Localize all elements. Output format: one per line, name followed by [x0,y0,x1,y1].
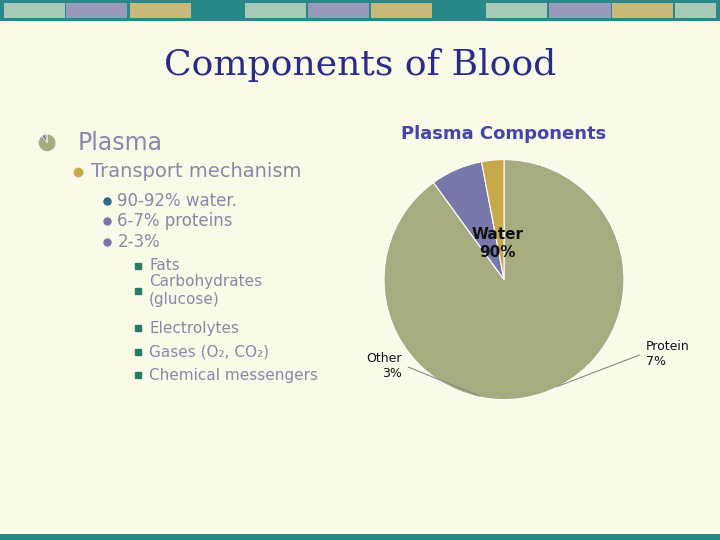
Text: Plasma: Plasma [78,131,163,155]
Text: 6-7% proteins: 6-7% proteins [117,212,233,231]
Wedge shape [39,134,55,151]
Bar [612,3,673,18]
Wedge shape [482,160,504,280]
Bar [4,3,65,18]
Wedge shape [384,160,624,400]
Bar [675,3,716,18]
Bar [308,3,369,18]
Text: Protein
7%: Protein 7% [646,340,689,368]
Bar [371,3,432,18]
Text: 90-92% water.: 90-92% water. [117,192,238,210]
Bar [66,3,127,18]
Title: Plasma Components: Plasma Components [401,125,607,143]
Wedge shape [45,134,48,143]
Bar [0,0,720,21]
Text: Other
3%: Other 3% [366,352,402,380]
Bar [245,3,306,18]
Text: Components of Blood: Components of Blood [164,48,556,82]
Bar [549,3,611,18]
Bar [130,3,191,18]
Bar [0,534,720,540]
Text: Transport mechanism: Transport mechanism [91,162,301,181]
Text: 2-3%: 2-3% [117,233,160,251]
Text: Chemical messengers: Chemical messengers [149,368,318,383]
Text: Gases (O₂, CO₂): Gases (O₂, CO₂) [149,345,269,360]
Bar [486,3,547,18]
Text: Water
90%: Water 90% [472,227,524,260]
Wedge shape [433,161,504,280]
Text: Carbohydrates
(glucose): Carbohydrates (glucose) [149,274,262,307]
Text: Fats: Fats [149,258,180,273]
Wedge shape [42,134,48,143]
Text: Electrolytes: Electrolytes [149,321,239,336]
